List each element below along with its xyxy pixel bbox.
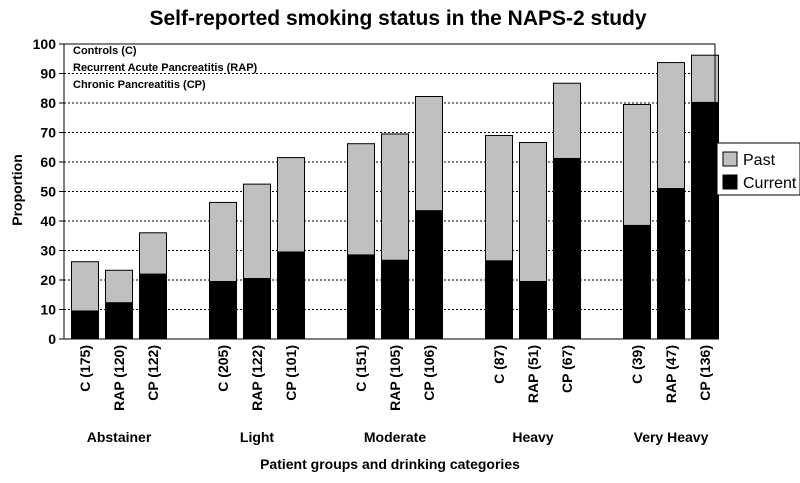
x-category-label: RAP (51) (525, 345, 541, 403)
x-category-label: C (175) (77, 345, 93, 392)
plot-frame (63, 43, 716, 340)
bar-past (209, 201, 237, 282)
y-tick-label: 50 (40, 184, 56, 200)
bar-current (623, 224, 651, 340)
legend-swatch (722, 174, 738, 190)
y-tick-label: 60 (40, 154, 56, 170)
y-tick-label: 70 (40, 125, 56, 141)
bar-past (277, 157, 305, 253)
bar-current (415, 210, 443, 340)
group-label: Abstainer (87, 429, 152, 445)
bar-past (519, 142, 547, 282)
notes: Controls (C) Recurrent Acute Pancreatitis… (73, 45, 258, 91)
x-category-label: CP (122) (145, 345, 161, 401)
bar-current (243, 278, 271, 340)
axes: 0 10 20 30 40 50 60 70 80 90 100 C (175) RAP (120) CP… (33, 36, 716, 445)
bar-past (553, 82, 581, 159)
group-label: Very Heavy (634, 429, 709, 445)
bar-current (381, 259, 409, 340)
x-category-label: RAP (47) (663, 345, 679, 403)
x-category-label: CP (101) (283, 345, 299, 401)
y-tick-label: 20 (40, 272, 56, 288)
y-tick-label: 100 (33, 36, 57, 52)
x-category-label: RAP (120) (111, 345, 127, 411)
y-tick-label: 30 (40, 243, 56, 259)
legend: Past Current (716, 142, 800, 196)
bar-past (139, 232, 167, 275)
group-label: Moderate (364, 429, 426, 445)
x-category-label: C (151) (353, 345, 369, 392)
bar-current (277, 251, 305, 340)
y-tick-label: 0 (48, 331, 56, 347)
bar-current (485, 260, 513, 340)
plot-note: Chronic Pancreatitis (CP) (73, 79, 206, 91)
group-label: Heavy (512, 429, 553, 445)
group-label: Light (240, 429, 275, 445)
bar-current (553, 157, 581, 340)
bar-past (691, 54, 719, 103)
bar-current (691, 101, 719, 340)
x-category-label: C (39) (629, 345, 645, 384)
bar-past (415, 96, 443, 212)
y-tick-label: 10 (40, 302, 56, 318)
y-tick-label: 90 (40, 66, 56, 82)
plot-note: Recurrent Acute Pancreatitis (RAP) (73, 62, 258, 74)
x-category-label: CP (136) (697, 345, 713, 401)
chart-title: Self-reported smoking status in the NAPS… (149, 7, 646, 30)
y-axis-label: Proportion (9, 154, 25, 226)
x-category-label: RAP (105) (387, 345, 403, 411)
x-category-label: CP (67) (559, 345, 575, 393)
bar-past (105, 269, 133, 304)
bar-past (485, 134, 513, 262)
bar-current (209, 280, 237, 340)
legend-label: Past (743, 152, 776, 169)
bar-current (139, 273, 167, 340)
y-tick-label: 40 (40, 213, 56, 229)
bar-past (71, 261, 99, 312)
bars (71, 54, 719, 340)
bar-past (623, 103, 651, 226)
bar-current (71, 310, 99, 340)
legend-label: Current (743, 175, 797, 192)
bar-past (381, 133, 409, 261)
bar-past (243, 183, 271, 280)
y-tick-label: 80 (40, 95, 56, 111)
bar-past (347, 143, 375, 256)
bar-current (347, 254, 375, 340)
plot-note: Controls (C) (73, 45, 137, 57)
x-axis-label: Patient groups and drinking categories (260, 456, 520, 472)
bar-past (657, 62, 685, 190)
bar-current (519, 280, 547, 340)
legend-swatch (722, 151, 738, 167)
x-category-label: C (205) (215, 345, 231, 392)
x-category-label: CP (106) (421, 345, 437, 401)
x-category-label: C (87) (491, 345, 507, 384)
bar-current (105, 302, 133, 340)
x-category-label: RAP (122) (249, 345, 265, 411)
bar-current (657, 188, 685, 340)
